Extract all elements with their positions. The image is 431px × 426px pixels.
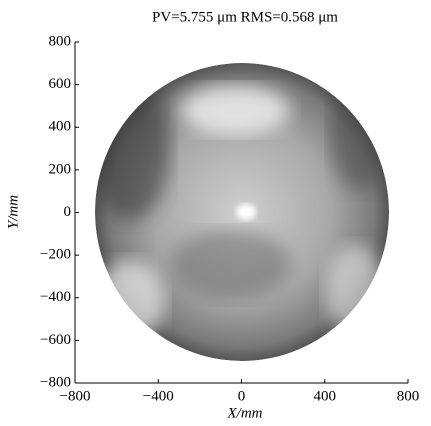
y-tick-label: −800 (40, 374, 71, 390)
chart-title: PV=5.755 μm RMS=0.568 μm (152, 9, 338, 25)
x-tick-label: 0 (238, 388, 246, 404)
y-tick-label: 0 (64, 204, 72, 220)
y-tick-label: −200 (40, 247, 71, 263)
y-tick-label: −600 (40, 332, 71, 348)
surface-map (95, 63, 389, 361)
y-tick-label: 200 (49, 161, 72, 177)
y-tick-label: 400 (49, 119, 72, 135)
y-tick-label: 800 (49, 33, 72, 49)
y-axis-label: Y/mm (5, 195, 21, 229)
y-tick-label: 600 (49, 76, 72, 92)
y-tick-label: −400 (40, 289, 71, 305)
x-axis-label: X/mm (227, 405, 263, 421)
x-tick-label: −400 (143, 388, 174, 404)
x-tick-label: 800 (397, 388, 420, 404)
x-tick-label: 400 (314, 388, 337, 404)
x-tick-label: −800 (60, 388, 91, 404)
